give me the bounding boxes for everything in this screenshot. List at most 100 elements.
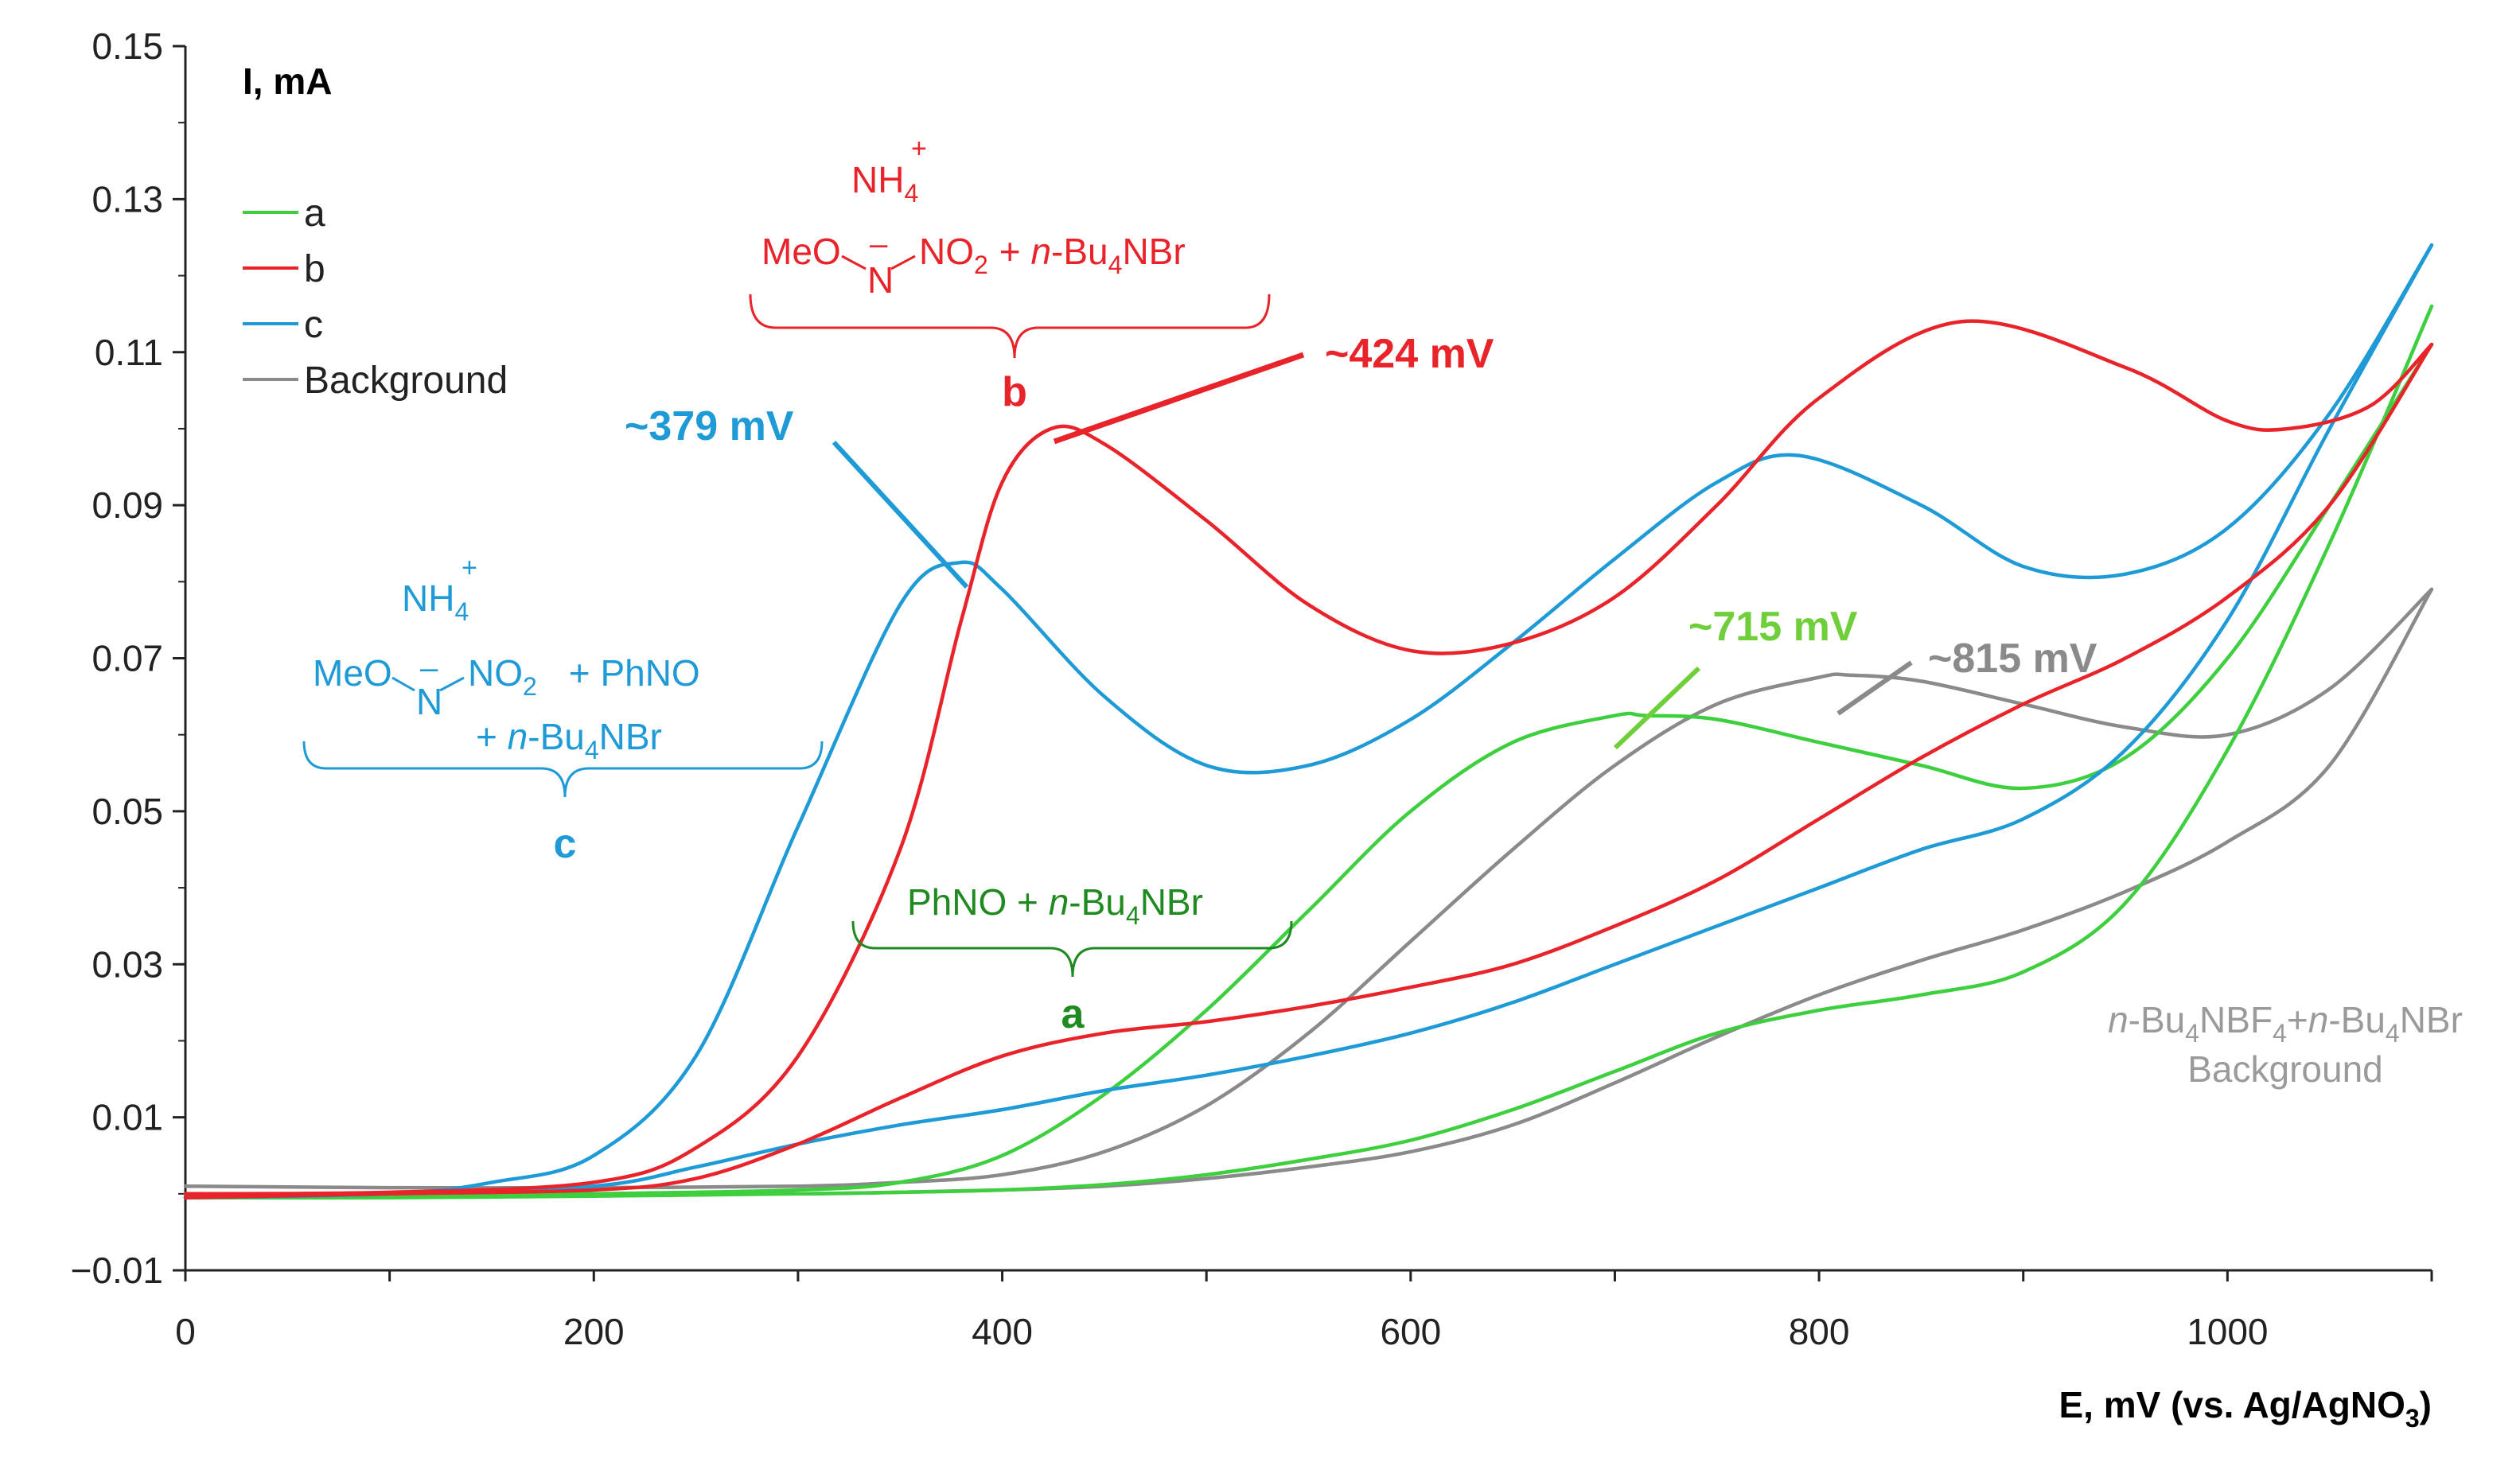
y-tick-label: 0.07 [92, 638, 163, 679]
label-b-meo: MeO [761, 231, 841, 272]
label-c-plus2: + [476, 716, 508, 757]
x-tick-label: 0 [175, 1311, 196, 1352]
x-axis-title: E, mV (vs. Ag/AgNO3) [2059, 1384, 2432, 1433]
label-b-nbr: NBr [1122, 231, 1185, 272]
annotation-peak-c: ~379 mV [625, 403, 794, 449]
series-a-reverse-line [183, 342, 2434, 1200]
series-layer [183, 243, 2434, 1200]
x-axis-title-sub: 3 [2405, 1404, 2420, 1433]
y-tick-label: 0.03 [92, 943, 163, 985]
leader-line-bg [1836, 660, 1913, 716]
annotation-peak-bg: ~815 mV [1928, 636, 2097, 682]
label-b-bond1 [841, 255, 867, 270]
label-c-no-sub: 2 [523, 672, 537, 701]
label-a-phno: PhNO + [907, 881, 1049, 923]
label-c-minus: – [420, 651, 438, 686]
legend-label-b: b [304, 248, 325, 290]
series-a-forward-line [183, 304, 2434, 1200]
label-b-nh: NH [851, 159, 904, 200]
label-bg-n2: n [2308, 999, 2329, 1040]
x-tick-label: 1000 [2187, 1311, 2268, 1352]
label-a: PhNO + n-Bu4NBr a [851, 881, 1293, 1037]
label-c-ammonium: NH4 [402, 577, 469, 626]
label-c-bu: -Bu [528, 716, 585, 757]
label-a-tag: a [1061, 991, 1085, 1037]
label-a-text: PhNO + n-Bu4NBr [907, 881, 1203, 930]
label-bg-line2: Background [2187, 1048, 2383, 1090]
y-axis-title: I, mA [243, 60, 332, 102]
y-tick-label: 0.11 [95, 332, 163, 373]
label-c-tag: c [554, 821, 577, 867]
x-tick-label: 200 [563, 1311, 625, 1352]
label-c-nh-sub: 4 [454, 597, 469, 626]
label-c: NH4 + – MeO N NO2 + PhNO + n-Bu4NBr c [302, 553, 824, 867]
label-a-bu-sub: 4 [1126, 901, 1140, 930]
x-axis-ticks: 0 200 400 600 800 1000 [175, 1270, 2433, 1352]
label-bg-plus: + [2287, 999, 2308, 1040]
legend-label-background: Background [304, 360, 508, 402]
label-c-bond2 [439, 676, 465, 692]
x-tick-label: 600 [1380, 1311, 1441, 1352]
label-c-plus: + [462, 553, 477, 583]
label-b-brace [749, 294, 1271, 359]
label-background: n-Bu4NBF4+n-Bu4NBr Background [2108, 999, 2463, 1090]
x-axis-title-main: E, mV (vs. Ag/AgNO [2059, 1384, 2405, 1425]
label-a-n-italic: n [1049, 881, 1069, 923]
label-c-n-italic: n [508, 716, 528, 757]
label-bg-line1: n-Bu4NBF4+n-Bu4NBr [2108, 999, 2463, 1048]
label-b-formula: MeO [761, 231, 841, 272]
annotation-peak-b: ~424 mV [1325, 331, 1494, 377]
label-b-plus-text: + [999, 231, 1031, 272]
label-bg-n1: n [2108, 999, 2129, 1040]
label-c-no: NO [468, 652, 523, 694]
series-c-reverse-line [183, 243, 2434, 1198]
label-c-nbr: NBr [599, 716, 662, 757]
x-tick-label: 400 [972, 1311, 1033, 1352]
label-c-bu-sub: 4 [585, 736, 599, 764]
x-axis-title-end: ) [2420, 1384, 2432, 1425]
label-a-bu: -Bu [1069, 881, 1126, 923]
leader-line-a [1613, 666, 1701, 750]
series-b-forward-line [183, 319, 2434, 1196]
annotation-peak-a: ~715 mV [1688, 604, 1858, 650]
series-b-reverse-line [183, 342, 2434, 1200]
legend-label-a: a [304, 192, 325, 235]
y-axis-ticks: 0.15 0.13 0.11 0.09 0.07 0.05 0.03 0.01 −0.01 [71, 25, 185, 1291]
label-a-brace [851, 920, 1293, 978]
series-c-forward-line [183, 243, 2434, 1200]
label-b-n: N [867, 259, 894, 301]
label-c-phno: + PhNO [569, 652, 700, 694]
legend: a b c Background [243, 192, 508, 402]
x-tick-label: 800 [1789, 1311, 1850, 1352]
series-background-reverse-line [183, 587, 2434, 1190]
label-b-no-sub: 2 [974, 251, 988, 279]
label-b-bu-sub: 4 [1108, 251, 1123, 279]
label-c-nh: NH [402, 577, 454, 619]
label-c-line3: + n-Bu4NBr [476, 716, 662, 764]
y-tick-label: 0.09 [92, 484, 163, 526]
label-bg-sub3: 4 [2386, 1019, 2400, 1048]
y-tick-label: 0.15 [92, 25, 163, 67]
y-tick-label: 0.01 [92, 1097, 163, 1138]
leader-line-c [832, 440, 969, 589]
label-b-minus: – [870, 227, 888, 262]
label-bg-nbr: NBr [2400, 999, 2463, 1040]
label-c-bond1 [391, 676, 415, 692]
label-b-no: NO [919, 231, 974, 272]
label-b-tag: b [1002, 369, 1027, 415]
label-b-plus: + [911, 134, 927, 164]
label-b-bond2 [890, 255, 916, 270]
label-c-brace [302, 741, 824, 798]
label-b: NH4 + – MeO N NO2 + n-Bu4NBr b [749, 134, 1271, 415]
label-bg-nbf: NBF [2199, 999, 2273, 1040]
label-b-n-italic: n [1030, 231, 1051, 272]
label-c-meo: MeO [313, 652, 392, 694]
label-b-bu: -Bu [1051, 231, 1108, 272]
y-tick-label: 0.05 [92, 791, 163, 832]
legend-label-c: c [304, 304, 323, 346]
label-bg-sub1: 4 [2185, 1019, 2199, 1048]
label-b-nh-sub: 4 [904, 179, 918, 208]
label-b-rest: NO2 + n-Bu4NBr [919, 231, 1186, 279]
